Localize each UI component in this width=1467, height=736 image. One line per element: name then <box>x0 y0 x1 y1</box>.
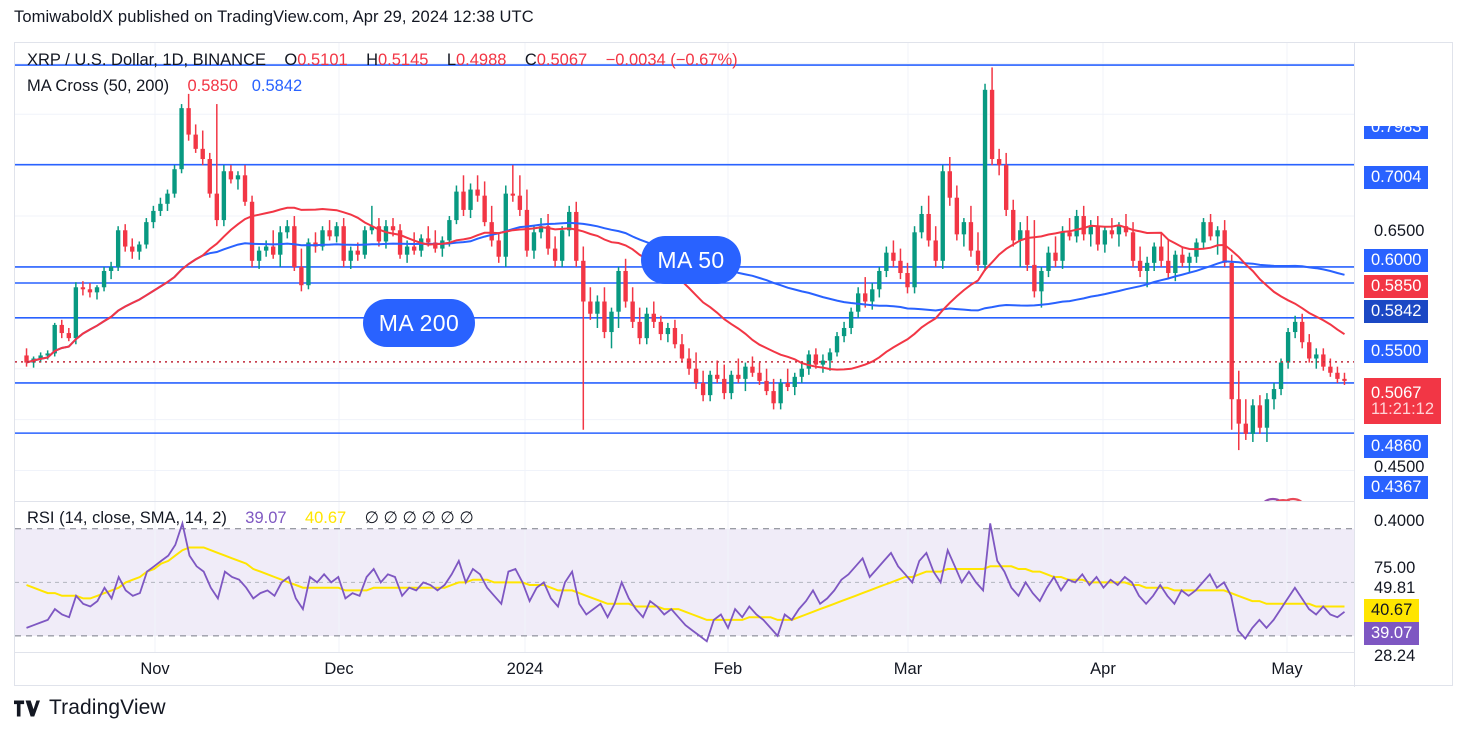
price-axis-tag[interactable]: 0.5500 <box>1364 340 1429 363</box>
price-axis-tag[interactable]: 0.5842 <box>1364 300 1429 323</box>
time-axis[interactable]: Nov Dec 2024 Feb Mar Apr May <box>15 652 1354 686</box>
price-axis-tag[interactable]: 0.4367 <box>1364 476 1429 499</box>
ma-callout-badge[interactable]: MA 200 <box>363 299 475 347</box>
pane-divider <box>15 501 1354 502</box>
price-axis-tag[interactable]: 0.4500 <box>1374 458 1425 477</box>
tradingview-footer[interactable]: TradingView <box>14 696 166 720</box>
time-axis-label: Apr <box>1090 660 1116 678</box>
price-pane[interactable]: XRP / U.S. Dollar, 1D, BINANCE O0.5101 H… <box>15 43 1354 501</box>
publication-byline: TomiwaboldX published on TradingView.com… <box>14 8 534 26</box>
price-axis-tag[interactable]: 39.07 <box>1364 622 1420 645</box>
price-chart-canvas <box>15 43 1354 501</box>
time-axis-label: Dec <box>324 660 354 678</box>
price-axis-tag[interactable]: 49.81 <box>1374 579 1416 598</box>
time-axis-label: Feb <box>713 660 743 678</box>
tradingview-wordmark: TradingView <box>49 696 166 719</box>
price-axis-tag[interactable]: 0.6000 <box>1364 249 1429 272</box>
time-axis-label: May <box>1271 660 1303 678</box>
ma-callout-badge[interactable]: MA 50 <box>641 236 741 284</box>
chart-frame: XRP / U.S. Dollar, 1D, BINANCE O0.5101 H… <box>14 42 1453 687</box>
time-axis-divider <box>15 652 1354 653</box>
time-axis-label: Mar <box>893 660 923 678</box>
price-axis-tag[interactable]: 75.00 <box>1374 559 1416 578</box>
time-axis-label: Nov <box>140 660 170 678</box>
last-price-value: 0.5067 <box>1371 383 1422 402</box>
price-axis-tag[interactable]: 0.6500 <box>1374 222 1425 241</box>
tradingview-logo-icon <box>14 700 40 716</box>
price-axis-divider <box>1354 43 1355 687</box>
price-axis-tag[interactable]: 0.5850 <box>1364 275 1429 298</box>
price-axis-tag[interactable]: 0.5067 11:21:12 <box>1364 378 1442 424</box>
rsi-chart-canvas <box>15 502 1354 652</box>
price-axis-tag[interactable]: 28.24 <box>1374 647 1416 666</box>
price-axis-tag[interactable]: 40.67 <box>1364 599 1420 622</box>
price-axis-tag[interactable]: 0.7983 <box>1364 126 1429 139</box>
rsi-pane[interactable]: RSI (14, close, SMA, 14, 2) 39.07 40.67 … <box>15 502 1354 652</box>
price-axis-tag[interactable]: 0.7004 <box>1364 166 1429 189</box>
time-axis-label: 2024 <box>506 660 544 678</box>
price-axis[interactable]: USD 0.79830.70040.65000.60000.58500.5842… <box>1355 43 1453 687</box>
price-axis-tag[interactable]: 0.4000 <box>1374 512 1425 531</box>
price-axis-tag[interactable]: 0.4860 <box>1364 435 1429 458</box>
bar-countdown: 11:21:12 <box>1371 400 1435 418</box>
